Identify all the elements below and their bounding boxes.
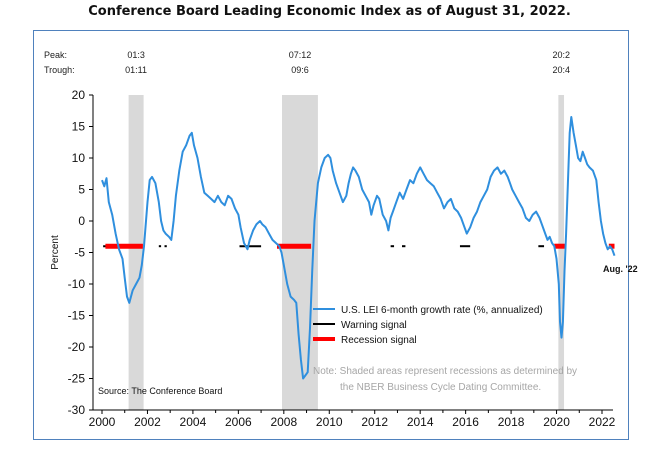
y-tick-label: -5 [74,246,85,260]
x-tick-label: 2004 [180,415,207,429]
end-date-label: Aug. '22 [603,264,638,274]
trough-date-label: 09:6 [291,65,309,75]
peak-label: Peak: [44,50,67,60]
x-tick-label: 2012 [361,415,388,429]
chart-frame [33,30,629,440]
x-tick-label: 2010 [316,415,343,429]
y-tick-label: -10 [68,277,86,291]
y-tick-label: 5 [78,183,85,197]
y-tick-label: -15 [68,309,86,323]
trough-date-label: 20:4 [552,65,570,75]
source-label: Source: The Conference Board [98,386,222,396]
x-tick-label: 2016 [452,415,479,429]
note-line-1: Note: Shaded areas represent recessions … [313,366,577,377]
legend-label-warning: Warning signal [341,320,407,331]
trough-label: Trough: [44,65,75,75]
x-tick-label: 2022 [589,415,616,429]
y-tick-label: -30 [68,403,86,417]
y-tick-label: -25 [68,372,86,386]
x-tick-label: 2018 [498,415,525,429]
y-tick-label: 15 [72,120,86,134]
x-tick-label: 2006 [225,415,252,429]
peak-date-label: 20:2 [552,50,570,60]
y-tick-label: 0 [78,214,85,228]
legend-label-recession: Recession signal [341,335,417,346]
x-tick-label: 2008 [270,415,297,429]
y-tick-label: -20 [68,340,86,354]
line-layer [101,116,616,380]
legend-label-lei: U.S. LEI 6-month growth rate (%, annuali… [341,305,543,316]
x-tick-label: 2020 [543,415,570,429]
recession-band [128,95,144,410]
y-tick-label: 10 [72,151,86,165]
lei-growth-line [101,116,616,380]
x-tick-label: 2002 [134,415,161,429]
recession-band [558,95,565,410]
labels-layer: 01:3 01:11 07:12 09:6 20:2 20:4 Peak: Trough: Au… [44,50,638,396]
peak-date-label: 01:3 [127,50,145,60]
peak-date-label: 07:12 [289,50,312,60]
chart-title: Conference Board Leading Economic Index … [88,4,571,19]
x-tick-label: 2000 [89,415,116,429]
y-tick-label: 20 [72,88,86,102]
trough-date-label: 01:11 [125,65,147,75]
y-axis-label: Percent [50,235,61,270]
x-tick-label: 2014 [407,415,434,429]
note-line-2: the NBER Business Cycle Dating Committee… [340,382,541,393]
